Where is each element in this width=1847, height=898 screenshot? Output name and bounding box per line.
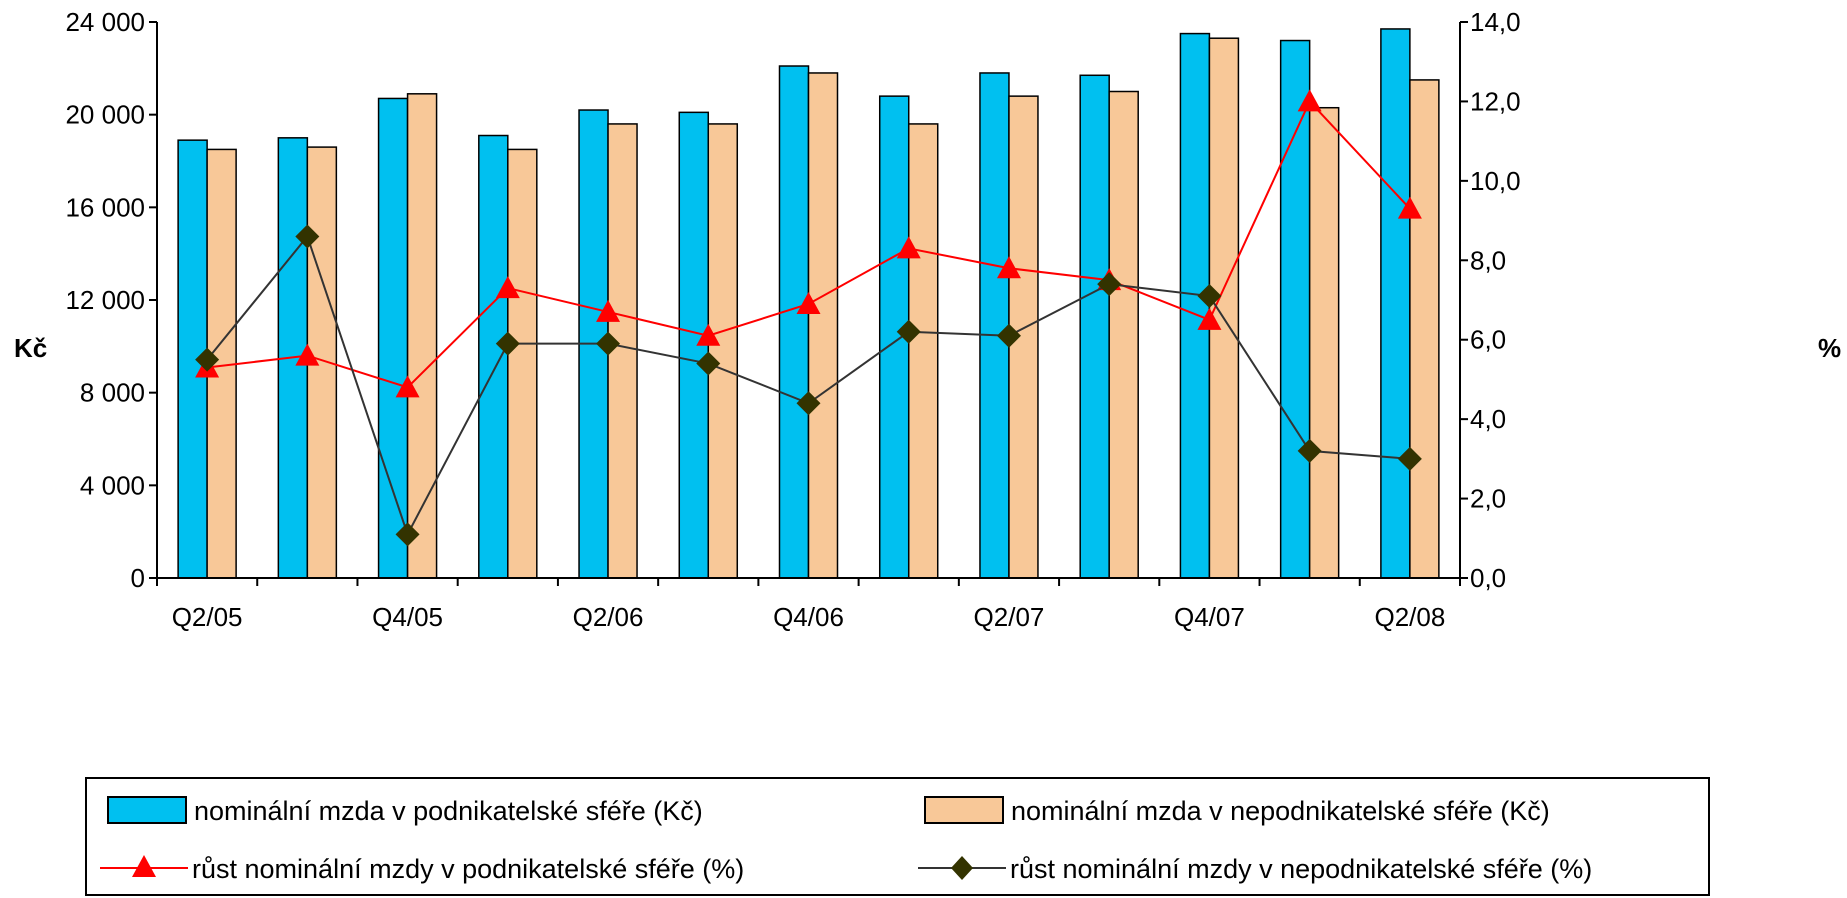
x-tick-label: Q4/06 (773, 602, 844, 632)
bar-series-2 (909, 124, 938, 578)
legend-swatch-series-2 (925, 797, 1003, 823)
y-tick-label: 0 (131, 563, 145, 593)
legend-label-series-3: růst nominální mzdy v podnikatelské sféř… (192, 854, 744, 884)
legend-item-series-3: růst nominální mzdy v podnikatelské sféř… (100, 854, 744, 884)
y2-tick-label: 4,0 (1470, 404, 1506, 434)
y-tick-label: 4 000 (80, 470, 145, 500)
plot-area (178, 29, 1439, 578)
bar-series-1 (1281, 41, 1310, 578)
bar-series-1 (1180, 34, 1209, 578)
legend-item-series-1: nominální mzda v podnikatelské sféře (Kč… (108, 796, 703, 826)
left-axis: 0 4 000 8 000 12 000 16 000 20 000 24 000 (65, 7, 157, 593)
y-tick-label: 24 000 (65, 7, 145, 37)
y2-tick-label: 8,0 (1470, 245, 1506, 275)
y-axis-title: Kč (14, 333, 47, 363)
y2-tick-label: 2,0 (1470, 484, 1506, 514)
legend-label-series-1: nominální mzda v podnikatelské sféře (Kč… (194, 796, 703, 826)
bar-series-2 (809, 73, 838, 578)
bar-series-1 (780, 66, 809, 578)
legend-label-series-4: růst nominální mzdy v nepodnikatelské sf… (1010, 854, 1592, 884)
y2-tick-label: 10,0 (1470, 166, 1521, 196)
bar-series-1 (479, 136, 508, 578)
x-axis: Q2/05 Q4/05 Q2/06 Q4/06 Q2/07 Q4/07 Q2/08 (157, 578, 1460, 632)
x-tick-label: Q4/07 (1174, 602, 1245, 632)
y2-tick-label: 6,0 (1470, 325, 1506, 355)
y2-tick-label: 14,0 (1470, 7, 1521, 37)
y-tick-label: 16 000 (65, 192, 145, 222)
bar-series-2 (508, 149, 537, 578)
y2-tick-label: 12,0 (1470, 86, 1521, 116)
x-tick-label: Q4/05 (372, 602, 443, 632)
legend-label-series-2: nominální mzda v nepodnikatelské sféře (… (1011, 796, 1550, 826)
legend: nominální mzda v podnikatelské sféře (Kč… (86, 778, 1709, 895)
bar-series-1 (980, 73, 1009, 578)
y-tick-label: 20 000 (65, 100, 145, 130)
bar-series-2 (1410, 80, 1439, 578)
bar-series-1 (1381, 29, 1410, 578)
x-tick-label: Q2/06 (573, 602, 644, 632)
legend-item-series-2: nominální mzda v nepodnikatelské sféře (… (925, 796, 1550, 826)
bar-series-2 (1109, 92, 1138, 579)
y2-axis-title: % (1818, 333, 1841, 363)
x-tick-label: Q2/07 (974, 602, 1045, 632)
bar-series-1 (1080, 75, 1109, 578)
y-tick-label: 8 000 (80, 378, 145, 408)
legend-item-series-4: růst nominální mzdy v nepodnikatelské sf… (918, 854, 1592, 884)
right-axis: 0,0 2,0 4,0 6,0 8,0 10,0 12,0 14,0 (1460, 7, 1521, 593)
x-tick-label: Q2/08 (1374, 602, 1445, 632)
x-tick-label: Q2/05 (172, 602, 243, 632)
legend-swatch-series-1 (108, 797, 186, 823)
y2-tick-label: 0,0 (1470, 563, 1506, 593)
bar-series-2 (708, 124, 737, 578)
y-tick-label: 12 000 (65, 285, 145, 315)
bar-series-2 (1310, 108, 1339, 578)
bar-series-1 (379, 98, 408, 578)
